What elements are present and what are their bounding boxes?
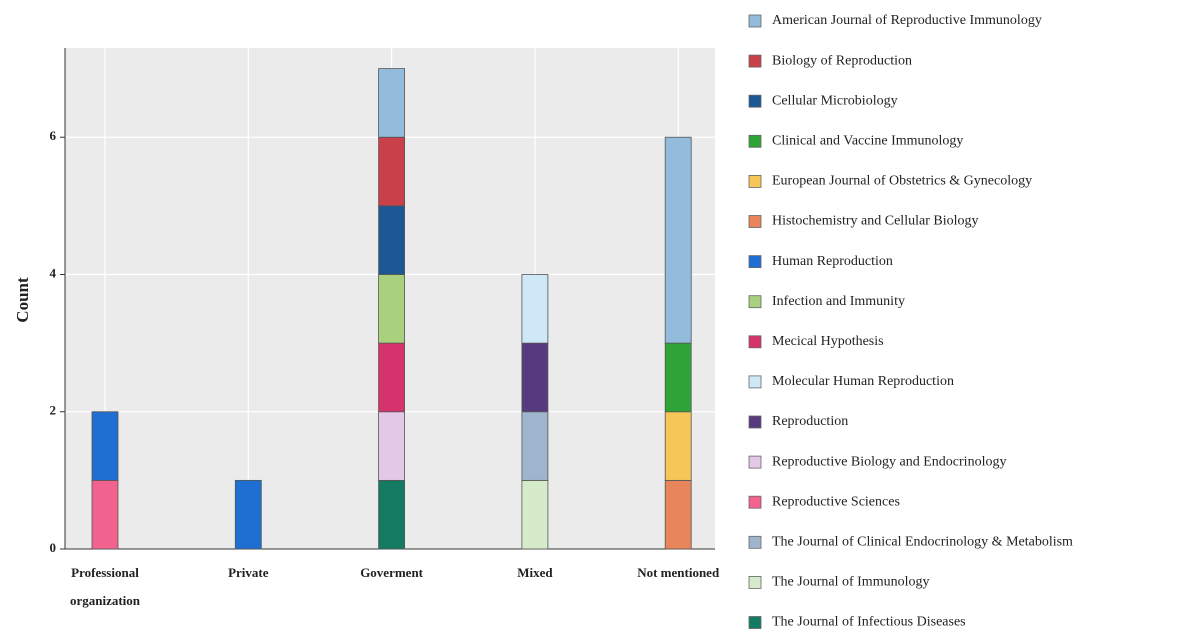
legend-label: European Journal of Obstetrics & Gynecol… — [772, 174, 1032, 189]
bar-segment — [91, 479, 119, 550]
x-tick-label: Professional organization — [70, 565, 141, 608]
bar-segment — [234, 479, 262, 550]
legend-label: The Journal of Clinical Endocrinology & … — [772, 535, 1073, 550]
bar-segment — [378, 274, 406, 344]
y-tick-label: 4 — [50, 265, 57, 280]
legend-label: Infection and Immunity — [772, 294, 905, 309]
y-tick-label: 2 — [50, 403, 57, 418]
legend-label: Biology of Reproduction — [772, 53, 912, 68]
bar-segment — [664, 342, 692, 413]
legend-label: Reproductive Biology and Endocrinology — [772, 454, 1006, 469]
legend-swatch — [748, 134, 762, 148]
y-axis-label: Count — [13, 277, 32, 323]
bar-segment — [378, 342, 406, 413]
legend-swatch — [748, 255, 762, 269]
bar-segment — [378, 411, 406, 481]
legend-swatch — [748, 616, 762, 629]
legend-swatch — [748, 455, 762, 469]
legend-label: Histochemistry and Cellular Biology — [772, 214, 978, 229]
bar-segment — [664, 411, 692, 481]
bar-segment — [521, 411, 549, 481]
bar-segment — [91, 411, 119, 481]
bar-segment — [378, 479, 406, 550]
legend-label: Human Reproduction — [772, 254, 893, 269]
legend-swatch — [748, 54, 762, 68]
legend-swatch — [748, 415, 762, 429]
legend-label: The Journal of Immunology — [772, 575, 929, 590]
legend-label: American Journal of Reproductive Immunol… — [772, 13, 1042, 28]
x-tick-label: Private — [228, 565, 269, 580]
legend-swatch — [748, 495, 762, 509]
x-tick-label: Not mentioned — [637, 565, 720, 580]
legend-label: Cellular Microbiology — [772, 93, 898, 108]
legend-label: Mecical Hypothesis — [772, 334, 884, 349]
y-tick-label: 6 — [50, 128, 57, 143]
legend-label: Reproductive Sciences — [772, 494, 900, 509]
bar-segment — [521, 274, 549, 344]
legend-swatch — [748, 535, 762, 549]
legend-label: Clinical and Vaccine Immunology — [772, 134, 963, 149]
legend-swatch — [748, 335, 762, 349]
bar-segment — [664, 479, 692, 550]
legend-label: The Journal of Infectious Diseases — [772, 615, 966, 630]
legend-swatch — [748, 94, 762, 108]
legend-swatch — [748, 576, 762, 589]
legend-label: Reproduction — [772, 414, 848, 429]
legend-swatch — [748, 375, 762, 389]
bar-segment — [664, 136, 692, 344]
legend-swatch — [748, 174, 762, 188]
bar-segment — [521, 342, 549, 413]
legend-label: Molecular Human Reproduction — [772, 374, 954, 389]
bar-segment — [378, 205, 406, 275]
bar-segment — [378, 68, 406, 138]
bar-segment — [378, 136, 406, 207]
legend-swatch — [748, 215, 762, 228]
y-tick-label: 0 — [50, 540, 57, 555]
legend-swatch — [748, 295, 762, 309]
x-tick-label: Mixed — [517, 565, 553, 580]
x-tick-label: Goverment — [360, 565, 423, 580]
legend-swatch — [748, 14, 762, 28]
bar-segment — [521, 479, 549, 550]
